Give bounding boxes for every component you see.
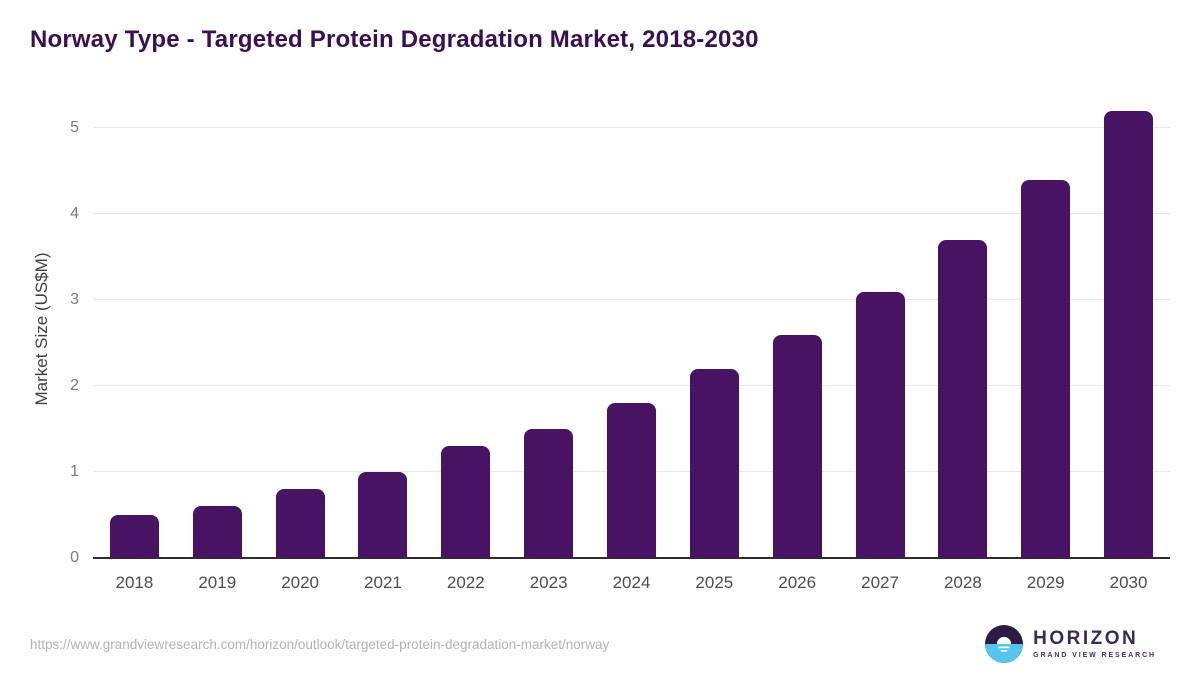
bar-2019 xyxy=(192,506,242,558)
y-tick-label-1: 1 xyxy=(70,463,79,481)
x-tick-label-2018: 2018 xyxy=(115,573,154,592)
bar-2021 xyxy=(358,472,408,558)
bar-2022 xyxy=(441,446,491,558)
plot-area: 0 1 2 3 4 5 2018 2019 2020 2021 2022 2023 2024 2025 20… xyxy=(70,100,1170,592)
footer: https://www.grandviewresearch.com/horizo… xyxy=(0,615,1200,675)
page-title: Norway Type - Targeted Protein Degradati… xyxy=(30,26,759,53)
x-tick-label-2029: 2029 xyxy=(1026,573,1065,592)
horizon-logo-text: HORIZON GRAND VIEW RESEARCH xyxy=(1033,629,1156,659)
bar-2023 xyxy=(524,429,574,558)
y-tick-label-0: 0 xyxy=(70,549,79,566)
bar-2026 xyxy=(772,334,822,558)
horizon-logo-subtitle: GRAND VIEW RESEARCH xyxy=(1033,652,1156,659)
bar-2030 xyxy=(1104,111,1154,558)
x-tick-label-2030: 2030 xyxy=(1109,573,1148,592)
bar-2027 xyxy=(855,291,905,558)
horizon-logo: HORIZON GRAND VIEW RESEARCH xyxy=(985,625,1156,663)
bar-2025 xyxy=(689,368,739,558)
source-url: https://www.grandviewresearch.com/horizo… xyxy=(30,637,610,652)
x-tick-label-2028: 2028 xyxy=(943,573,982,592)
bar-2024 xyxy=(607,403,656,558)
horizon-logo-name: HORIZON xyxy=(1033,628,1139,649)
bar-2028 xyxy=(938,240,988,558)
x-tick-label-2020: 2020 xyxy=(281,573,320,592)
x-axis-line xyxy=(93,557,1170,559)
bar-2029 xyxy=(1021,179,1071,558)
gridline-4 xyxy=(93,213,1170,215)
gridline-5 xyxy=(93,127,1170,129)
bar-2020 xyxy=(275,489,325,558)
x-tick-label-2022: 2022 xyxy=(446,573,485,592)
x-tick-label-2025: 2025 xyxy=(695,573,734,592)
x-tick-label-2027: 2027 xyxy=(861,573,899,592)
y-tick-label-3: 3 xyxy=(70,291,79,309)
y-tick-label-4: 4 xyxy=(70,205,79,223)
bar-2018 xyxy=(109,515,159,558)
x-tick-label-2026: 2026 xyxy=(778,573,817,592)
y-tick-label-2: 2 xyxy=(70,377,79,395)
gridline-2 xyxy=(93,385,1170,387)
x-tick-label-2023: 2023 xyxy=(529,573,568,592)
y-axis-label: Market Size (US$M) xyxy=(32,252,51,406)
x-tick-label-2024: 2024 xyxy=(612,573,651,592)
horizon-sun-icon xyxy=(985,625,1024,663)
gridline-3 xyxy=(93,299,1170,301)
x-tick-label-2019: 2019 xyxy=(198,573,237,592)
y-tick-label-5: 5 xyxy=(70,119,79,137)
x-tick-label-2021: 2021 xyxy=(364,573,402,592)
